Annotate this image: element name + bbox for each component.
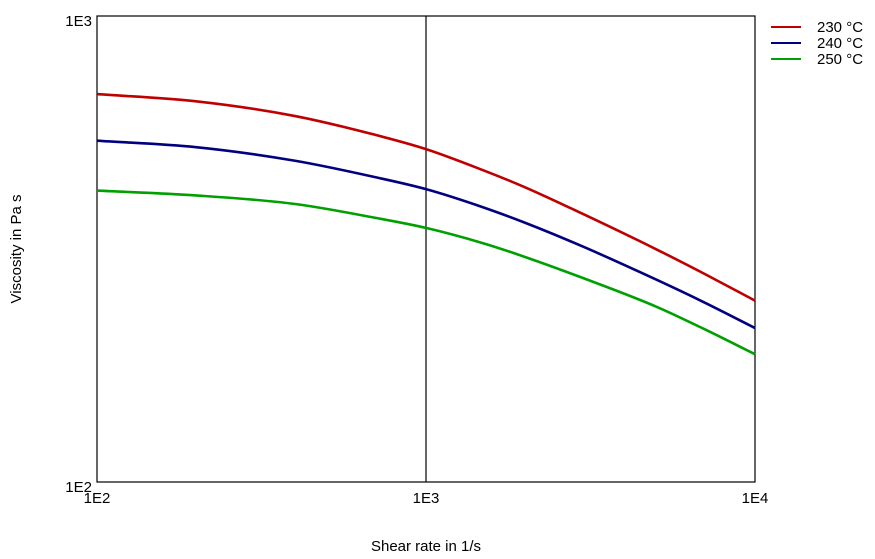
x-tick-label: 1E4 <box>742 490 769 507</box>
x-tick-label: 1E2 <box>84 490 111 507</box>
series-line-1 <box>96 92 756 302</box>
y-tick-label: 1E2 <box>65 479 92 496</box>
y-axis-label: Viscosity in Pa s <box>8 195 25 304</box>
series-line-2 <box>96 139 756 330</box>
tick-labels: 1E2 1E3 1E4 1E2 1E3 <box>65 13 768 507</box>
y-tick-label: 1E3 <box>65 13 92 30</box>
legend-label: 240 °C <box>817 35 863 52</box>
x-tick-label: 1E3 <box>413 490 440 507</box>
series-line-3 <box>96 189 756 356</box>
legend-label: 250 °C <box>817 51 863 68</box>
legend-label: 230 °C <box>817 19 863 36</box>
x-axis-label: Shear rate in 1/s <box>371 538 481 555</box>
series-layer <box>96 92 756 356</box>
